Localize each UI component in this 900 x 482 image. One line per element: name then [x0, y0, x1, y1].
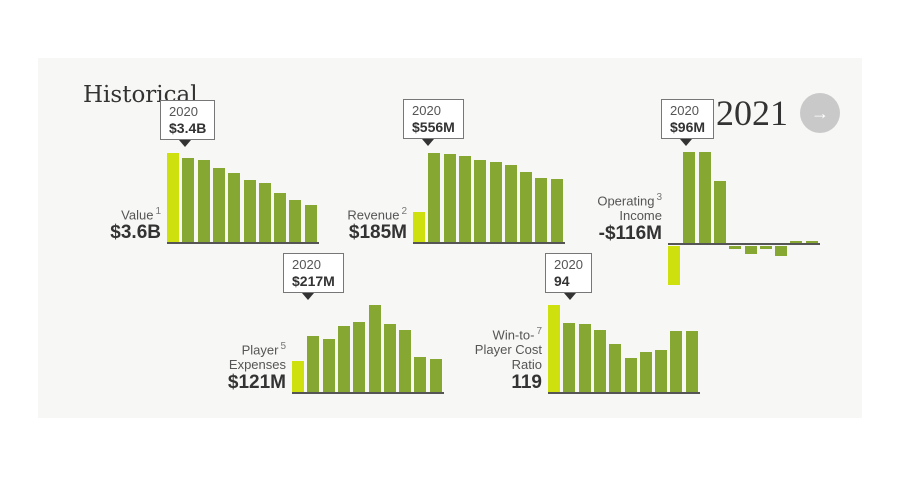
footnote-marker[interactable]: 7 [536, 325, 542, 337]
metric-name: Operating [597, 193, 655, 208]
bar[interactable] [670, 331, 683, 392]
bar[interactable] [504, 165, 517, 242]
footnote-marker[interactable]: 5 [280, 340, 286, 352]
metric-name: Player Cost [474, 342, 542, 357]
bar[interactable] [805, 241, 818, 243]
metric-current-value: $185M [348, 222, 407, 243]
baseline-axis [292, 392, 444, 394]
bar-tooltip: 2020 $96M [661, 99, 715, 146]
year-label: 2021 [716, 93, 788, 133]
metric-name: Player [241, 342, 279, 357]
bar[interactable] [520, 171, 533, 242]
bar[interactable] [550, 178, 563, 242]
next-year-button[interactable]: → [800, 93, 840, 133]
metric-name: Expenses [228, 357, 286, 372]
bar[interactable] [744, 246, 757, 255]
tooltip-year: 2020 [169, 104, 198, 119]
metric-name: Win-to- [492, 327, 535, 342]
metric-label: Operating 3 Income -$116M [597, 190, 662, 245]
bar[interactable] [304, 204, 317, 242]
bar[interactable] [563, 323, 576, 392]
footnote-marker[interactable]: 3 [656, 191, 662, 203]
tooltip-value: 94 [554, 273, 570, 289]
bar[interactable] [593, 329, 606, 392]
bar[interactable] [197, 160, 210, 242]
bar[interactable] [759, 246, 772, 249]
bar[interactable] [474, 160, 487, 242]
bar-tooltip: 2020 $556M [403, 99, 464, 146]
baseline-axis [548, 392, 700, 394]
bar[interactable] [182, 157, 195, 242]
bar[interactable] [458, 155, 471, 242]
metric-name: Revenue [347, 207, 400, 222]
bar-current[interactable] [167, 153, 179, 242]
bar[interactable] [713, 181, 726, 243]
bar[interactable] [383, 324, 396, 392]
tooltip-value: $556M [412, 119, 455, 135]
bar[interactable] [698, 152, 711, 243]
bar[interactable] [243, 180, 256, 242]
bar[interactable] [729, 246, 742, 249]
bar[interactable] [274, 192, 287, 242]
bar[interactable] [353, 322, 366, 392]
bar[interactable] [624, 357, 637, 392]
bar[interactable] [683, 152, 696, 243]
bar-current[interactable] [292, 361, 304, 392]
metric-current-value: $3.6B [110, 222, 161, 243]
bar[interactable] [609, 343, 622, 392]
bar[interactable] [443, 153, 456, 242]
baseline-axis [413, 242, 565, 244]
bar-tooltip: 2020 94 [545, 253, 592, 300]
tooltip-year: 2020 [554, 257, 583, 272]
baseline-axis [167, 242, 319, 244]
bar[interactable] [790, 241, 803, 243]
baseline-axis [668, 243, 820, 245]
metric-current-value: -$116M [598, 223, 662, 244]
bar[interactable] [489, 161, 502, 242]
metric-name: Income [619, 208, 662, 223]
bar[interactable] [414, 356, 427, 392]
bar-tooltip: 2020 $217M [283, 253, 344, 300]
metric-label: Win-to- 7 Player Cost Ratio 119 [475, 324, 542, 394]
tooltip-value: $3.4B [169, 120, 207, 136]
bar-current[interactable] [548, 305, 560, 392]
arrow-right-icon: → [811, 102, 829, 123]
bar-current[interactable] [668, 246, 680, 285]
bar[interactable] [655, 350, 668, 392]
metric-current-value: $121M [227, 372, 286, 393]
bar[interactable] [322, 339, 335, 392]
tooltip-value: $96M [670, 119, 706, 135]
footnote-marker[interactable]: 1 [155, 205, 161, 217]
tooltip-year: 2020 [412, 103, 441, 118]
bar[interactable] [685, 331, 698, 392]
metric-label: Player 5 Expenses $121M [228, 339, 286, 394]
bar[interactable] [429, 359, 442, 392]
metric-name: Value [121, 207, 154, 222]
tooltip-year: 2020 [292, 257, 321, 272]
bar[interactable] [535, 177, 548, 242]
bar[interactable] [337, 325, 350, 392]
bar[interactable] [289, 199, 302, 242]
bar[interactable] [228, 172, 241, 242]
metric-name: Ratio [511, 357, 542, 372]
tooltip-value: $217M [292, 273, 335, 289]
bar[interactable] [775, 246, 788, 257]
bar[interactable] [399, 330, 412, 392]
metric-current-value: 119 [511, 372, 542, 393]
bar-current[interactable] [413, 212, 425, 242]
bar[interactable] [639, 351, 652, 392]
bar-tooltip: 2020 $3.4B [160, 100, 216, 147]
bar[interactable] [578, 324, 591, 392]
footnote-marker[interactable]: 2 [401, 205, 407, 217]
metric-label: Revenue 2 $185M [347, 204, 407, 244]
bar[interactable] [258, 182, 271, 242]
tooltip-year: 2020 [670, 103, 699, 118]
bar[interactable] [307, 336, 320, 392]
bar[interactable] [368, 305, 381, 392]
metric-label: Value 1 $3.6B [110, 204, 161, 244]
bar[interactable] [212, 167, 225, 242]
bar[interactable] [428, 153, 441, 242]
